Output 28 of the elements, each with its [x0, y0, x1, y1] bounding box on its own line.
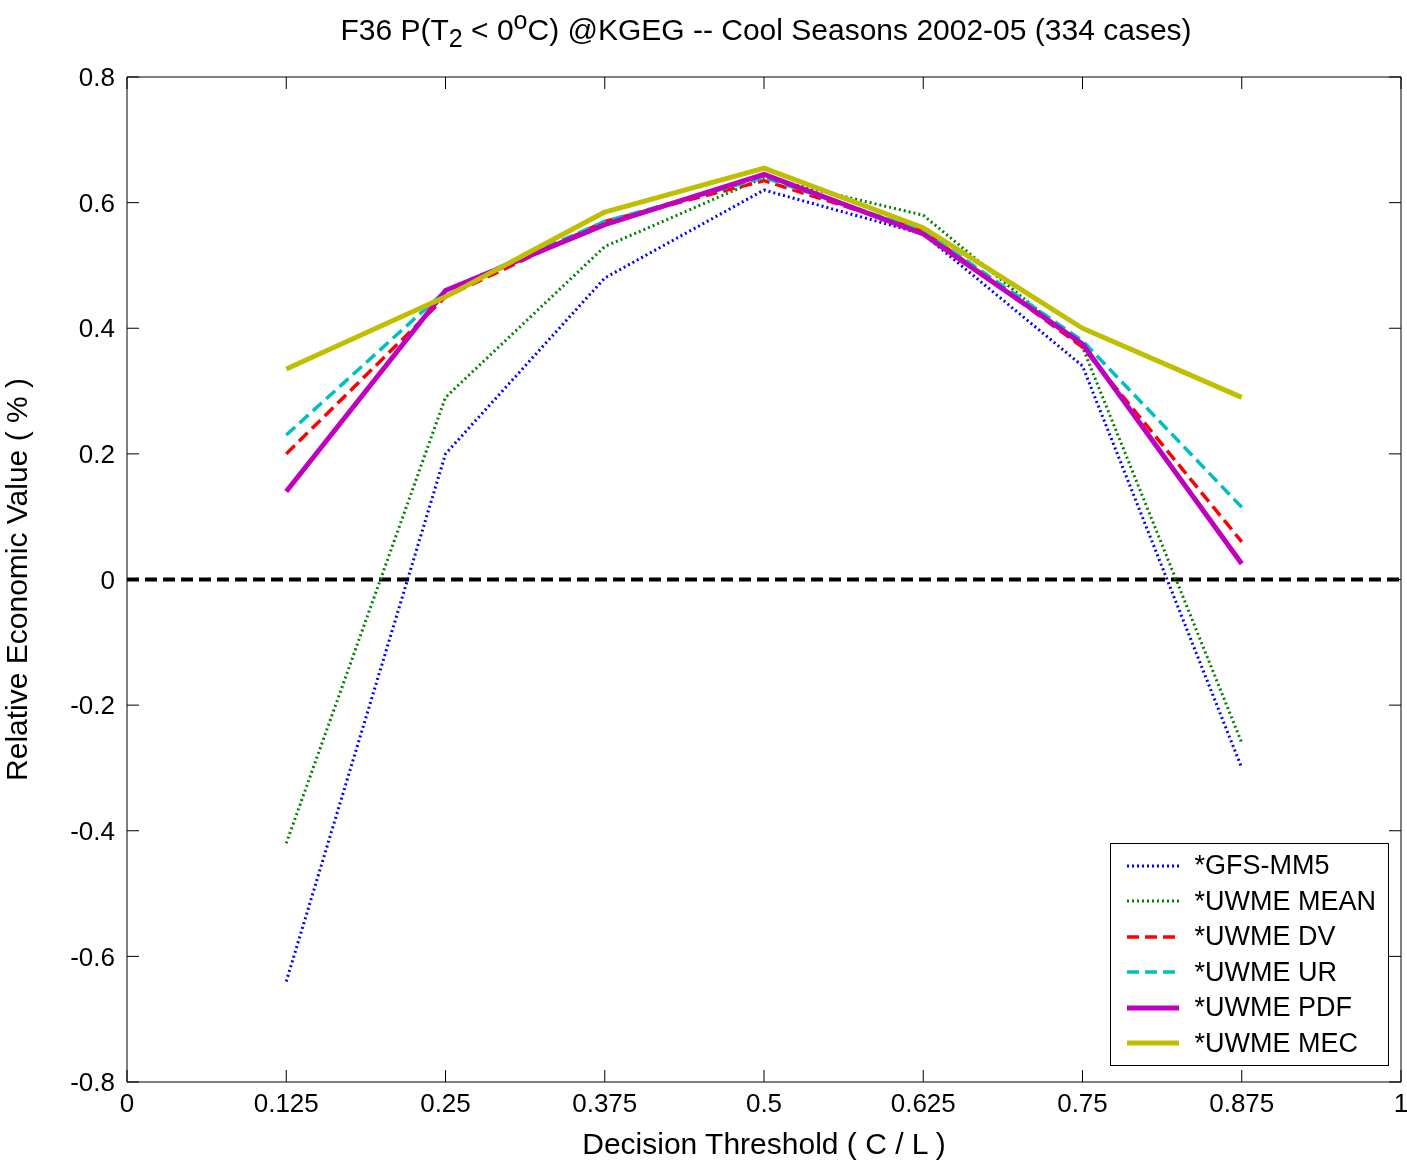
x-tick-label: 0.875: [1209, 1088, 1275, 1119]
y-tick-label: -0.4: [70, 815, 115, 846]
x-tick-label: 0.75: [1057, 1088, 1108, 1119]
x-tick-label: 0.5: [745, 1088, 783, 1119]
y-tick-label: 0: [100, 564, 115, 595]
x-tick-label: 0.375: [572, 1088, 638, 1119]
y-tick-label: 0.2: [78, 439, 115, 470]
y-tick-label: -0.8: [70, 1067, 115, 1098]
y-tick-label: 0.4: [78, 313, 115, 344]
legend-label: *GFS-MM5: [1194, 850, 1330, 882]
y-tick-label: 0.8: [78, 62, 115, 93]
x-tick-label: 0.25: [420, 1088, 471, 1119]
legend-label: *UWME PDF: [1194, 992, 1352, 1024]
y-axis-title: Relative Economic Value ( % ): [0, 378, 33, 781]
x-tick-label: 0.625: [890, 1088, 956, 1119]
x-tick-label: 0.125: [253, 1088, 319, 1119]
x-tick-label: 0: [119, 1088, 135, 1119]
x-tick-label: 1: [1393, 1088, 1407, 1119]
legend-label: *UWME UR: [1194, 956, 1337, 988]
x-axis-title: Decision Threshold ( C / L ): [582, 1127, 946, 1160]
y-tick-label: 0.6: [78, 187, 115, 218]
y-tick-label: -0.6: [70, 941, 115, 972]
y-tick-label: -0.2: [70, 690, 115, 721]
legend-label: *UWME DV: [1194, 921, 1336, 953]
line-series: [284, 176, 1244, 845]
legend-label: *UWME MEAN: [1194, 885, 1376, 917]
chart-title: F36 P(T$_{2}$ < 0$^{o}$C) @KGEG -- Cool Seasons 2002-05 (334 cases): [339, 6, 1193, 53]
legend-label: *UWME MEC: [1194, 1027, 1358, 1059]
